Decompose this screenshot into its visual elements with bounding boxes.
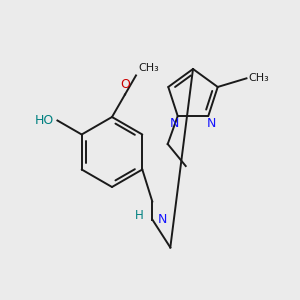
- Text: O: O: [120, 79, 130, 92]
- Text: N: N: [170, 116, 179, 130]
- Text: N: N: [207, 116, 216, 130]
- Text: H: H: [135, 209, 143, 222]
- Text: CH₃: CH₃: [248, 73, 269, 83]
- Text: HO: HO: [35, 114, 54, 127]
- Text: N: N: [157, 213, 167, 226]
- Text: CH₃: CH₃: [138, 63, 159, 74]
